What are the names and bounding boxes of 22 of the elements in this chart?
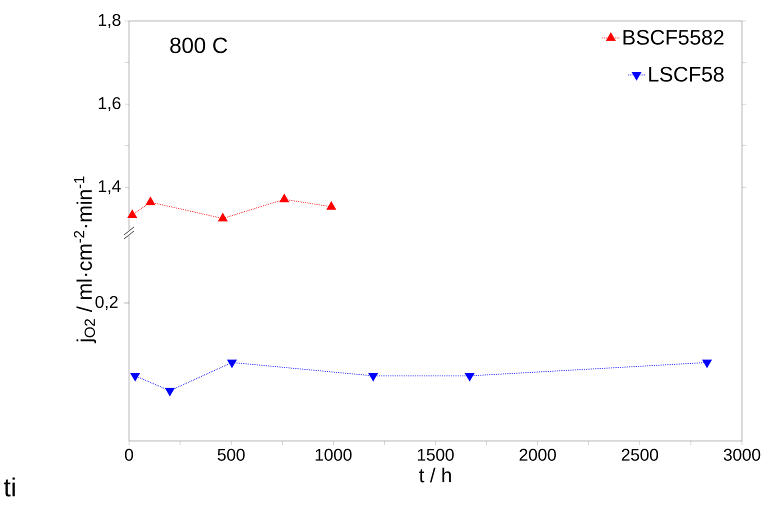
point	[326, 201, 336, 210]
y-axis-title: j$_{O2}$ / ml·cm$^{-2}$·min$^{-1}$	[74, 176, 96, 344]
y-tick-label: 1,8	[98, 14, 120, 28]
legend-label: BSCF5582	[624, 30, 724, 45]
text: 0,2	[96, 296, 118, 310]
text: ti	[4, 477, 15, 497]
x-tick-label: 1000	[316, 448, 352, 461]
point	[280, 194, 290, 202]
x-tick-label: 1500	[418, 448, 454, 461]
y-tick-label: 1,6	[98, 97, 120, 112]
point	[218, 213, 228, 222]
legend-label: LSCF58	[649, 66, 724, 82]
point	[128, 210, 138, 218]
x-tick-label: 3000	[724, 448, 760, 461]
point	[146, 196, 156, 206]
y-tick-label: 1,4	[98, 180, 121, 194]
x-tick-label: 2000	[520, 448, 556, 461]
annotation: 800 C	[170, 38, 228, 54]
x-tick-label: 0	[124, 448, 134, 461]
x-tick-label: 500	[218, 448, 245, 461]
x-axis-title: t / h	[419, 468, 451, 482]
x-tick-label: 2500	[622, 448, 658, 461]
